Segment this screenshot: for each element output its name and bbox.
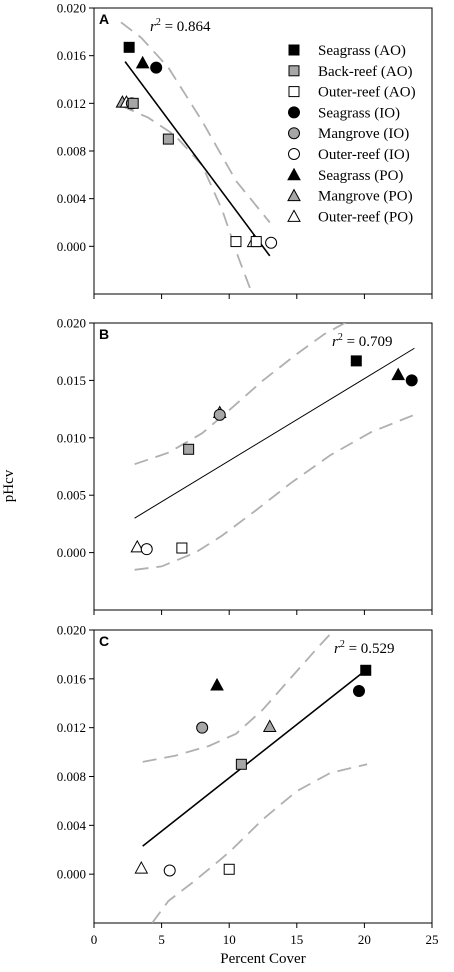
y-tick-label: 0.012 [57,96,86,111]
data-point [140,543,153,556]
legend-item: Outer-reef (AO) [288,85,416,101]
data-point [405,374,418,387]
x-tick-label: 15 [290,932,303,947]
regression-line [142,668,368,847]
legend-marker [288,86,300,98]
legend-label: Outer-reef (AO) [318,85,416,101]
y-axis-label: pHcv [1,469,17,502]
legend-marker [287,209,301,222]
data-point [250,236,262,248]
data-point [130,539,145,553]
r-squared-annotation: r2 = 0.709 [332,332,393,350]
legend-marker [288,127,300,140]
legend-item: Outer-reef (PO) [287,209,413,225]
ci-lower-band [151,763,368,923]
data-point [265,236,278,249]
x-tick-label: 25 [426,932,439,947]
legend-label: Seagrass (PO) [318,168,403,184]
y-tick-label: 0.000 [57,239,86,254]
data-point [162,133,174,145]
legend-item: Outer-reef (IO) [288,147,410,163]
y-tick-label: 0.004 [57,191,87,206]
panel-c: 0.000 0.004 0.008 0.012 0.016 0.020 C r2 = 0.52… [57,623,433,928]
plot-frame [93,629,433,924]
legend-marker [288,44,300,56]
data-point [230,236,242,248]
legend-item: Seagrass (IO) [288,105,400,121]
y-tick-label: 0.008 [57,144,86,159]
regression-line [124,61,271,257]
legend-marker [288,106,300,119]
y-tick-label: 0.020 [57,1,86,16]
data-point [235,758,247,770]
data-point [196,721,209,734]
data-point [352,685,365,698]
y-tick-label: 0.005 [57,488,86,503]
legend-label: Mangrove (PO) [318,189,413,205]
data-point [360,664,372,676]
y-tick-label: 0.004 [57,818,87,833]
y-tick-label: 0.012 [57,720,86,735]
ci-upper-band [134,323,347,466]
y-tick-label: 0.010 [57,430,86,445]
data-point [213,408,226,421]
legend-item: Mangrove (PO) [287,188,413,205]
x-tick-label: 0 [91,932,98,947]
data-point [123,41,135,53]
legend-item: Seagrass (AO) [288,43,406,59]
legend-label: Seagrass (AO) [318,43,406,59]
data-point [127,97,139,109]
x-tick-label: 20 [358,932,371,947]
ci-upper-band [142,630,336,763]
y-tick-label: 0.008 [57,769,86,784]
data-point [262,719,277,732]
legend-marker [288,65,300,77]
data-point [391,367,406,381]
y-tick-label: 0.000 [57,545,86,560]
legend-label: Seagrass (IO) [318,105,400,121]
x-tick-label: 5 [158,932,165,947]
r-squared-annotation: r2 = 0.529 [334,639,395,657]
y-tick-label: 0.016 [57,48,87,63]
y-tick-label: 0.016 [57,671,87,686]
legend-item: Seagrass (PO) [287,167,403,184]
legend-label: Outer-reef (PO) [318,209,413,225]
data-point [135,55,150,69]
x-axis-label: Percent Cover [220,951,305,967]
legend-label: Outer-reef (IO) [318,147,410,163]
legend-marker [288,148,300,160]
data-point [210,677,224,691]
panel-a: 0.000 0.004 0.008 0.012 0.016 0.020 A r2 = 0.86… [57,1,433,299]
data-point [183,443,195,455]
panel-letter: C [99,633,109,649]
legend: Seagrass (AO) Back-reef (AO) Outer-reef (A… [287,43,416,225]
panel-letter: A [99,11,109,27]
data-point [176,542,188,554]
data-point [350,355,362,367]
y-tick-label: 0.015 [57,373,86,388]
data-point [163,864,176,877]
data-point [223,863,235,875]
plot-frame [93,322,433,611]
ci-upper-band [120,21,271,224]
data-point [150,61,163,74]
legend-marker [287,167,301,181]
ci-lower-band [120,104,254,294]
legend-marker [287,188,301,202]
panel-b: 0.000 0.005 0.010 0.015 0.020 B r2 = 0.709 [57,316,433,615]
panel-letter: B [99,326,109,342]
y-tick-label: 0.020 [57,623,86,638]
legend-label: Back-reef (AO) [318,64,413,80]
y-tick-label: 0.020 [57,316,86,331]
data-point [134,861,149,874]
legend-item: Mangrove (IO) [288,126,409,142]
regression-line [134,347,415,519]
x-tick-label: 10 [223,932,236,947]
y-tick-label: 0.000 [57,867,86,882]
legend-label: Mangrove (IO) [318,126,409,142]
ci-lower-band [134,413,415,571]
legend-item: Back-reef (AO) [288,64,413,80]
r-squared-annotation: r2 = 0.864 [150,17,211,35]
